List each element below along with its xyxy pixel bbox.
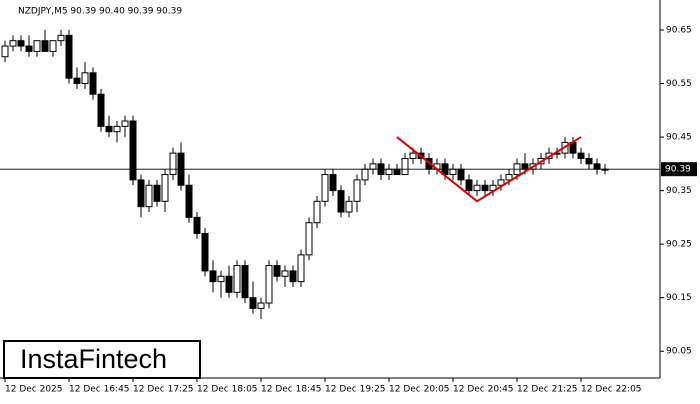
candle-body bbox=[225, 275, 233, 293]
logo: InstaFintech bbox=[20, 344, 167, 374]
candle-body bbox=[1, 45, 9, 58]
candle-body bbox=[161, 174, 169, 202]
candle-body bbox=[369, 163, 377, 170]
candle-body bbox=[49, 40, 57, 52]
candle-body bbox=[17, 40, 25, 47]
x-tick-label: 12 Dec 20:05 bbox=[389, 385, 450, 395]
candle-body bbox=[585, 157, 593, 165]
candle-body bbox=[185, 184, 193, 218]
candle-body bbox=[241, 265, 249, 299]
candle-body bbox=[593, 163, 601, 170]
candle-body bbox=[449, 168, 457, 176]
x-tick-label: 12 Dec 16:45 bbox=[69, 385, 130, 395]
candle-body bbox=[153, 184, 161, 202]
candle-body bbox=[121, 120, 129, 127]
x-tick-label: 12 Dec 18:45 bbox=[261, 385, 322, 395]
candle-body bbox=[353, 179, 361, 202]
x-tick-label: 12 Dec 19:25 bbox=[325, 385, 386, 395]
candle-body bbox=[209, 270, 217, 283]
x-tick-label: 12 Dec 20:45 bbox=[453, 385, 514, 395]
candle-body bbox=[257, 302, 265, 309]
candle-body bbox=[345, 200, 353, 213]
candle-body bbox=[233, 265, 241, 293]
y-tick-label: 90.05 bbox=[666, 347, 692, 357]
x-tick-label: 12 Dec 18:05 bbox=[197, 385, 258, 395]
candle-body bbox=[361, 168, 369, 181]
candle-body bbox=[321, 174, 329, 202]
candle-body bbox=[465, 179, 473, 192]
candle-body bbox=[505, 174, 513, 181]
candle-body bbox=[41, 40, 49, 52]
candle-body bbox=[457, 168, 465, 181]
candle-body bbox=[473, 184, 481, 192]
candle-body bbox=[169, 152, 177, 176]
x-tick-label: 12 Dec 2025 bbox=[5, 385, 63, 395]
plot bbox=[1, 29, 609, 320]
last-price-label: 90.39 bbox=[665, 165, 691, 175]
candle-body bbox=[137, 179, 145, 208]
candle-body bbox=[201, 232, 209, 272]
candle-body bbox=[249, 297, 257, 309]
y-tick-label: 90.55 bbox=[666, 79, 692, 89]
candle-body bbox=[521, 163, 529, 170]
candle-body bbox=[33, 40, 41, 52]
x-tick-label: 12 Dec 22:05 bbox=[581, 385, 642, 395]
candle-body bbox=[273, 265, 281, 277]
x-tick-label: 12 Dec 21:25 bbox=[517, 385, 578, 395]
candle-body bbox=[289, 270, 297, 283]
candle-body bbox=[497, 179, 505, 186]
candle-body bbox=[281, 270, 289, 277]
candle-body bbox=[73, 77, 81, 85]
candle-body bbox=[265, 265, 273, 304]
y-tick-label: 90.25 bbox=[666, 240, 692, 250]
candle-body bbox=[481, 184, 489, 192]
candle-body bbox=[65, 34, 73, 79]
candle-body bbox=[305, 222, 313, 256]
candle-body bbox=[337, 190, 345, 213]
candle-body bbox=[105, 125, 113, 133]
last-price-box bbox=[661, 162, 697, 177]
candle-body bbox=[217, 275, 225, 283]
candle-body bbox=[193, 216, 201, 234]
candle-body bbox=[9, 40, 17, 47]
candle-body bbox=[329, 174, 337, 192]
candle-body bbox=[81, 72, 89, 85]
y-tick-label: 90.35 bbox=[666, 186, 692, 196]
candle-body bbox=[113, 125, 121, 133]
y-tick-label: 90.65 bbox=[666, 25, 692, 35]
candle-body bbox=[577, 152, 585, 159]
candle-body bbox=[97, 93, 105, 127]
candle-body bbox=[145, 184, 153, 208]
candle-body bbox=[25, 45, 33, 52]
candle-body bbox=[89, 72, 97, 95]
logo-box bbox=[3, 340, 201, 379]
candle-body bbox=[313, 200, 321, 224]
candle-body bbox=[297, 254, 305, 283]
candle-body bbox=[129, 120, 137, 181]
chart-title: NZDJPY,M5 90.39 90.40 90.39 90.39 bbox=[18, 7, 182, 17]
candle-body bbox=[393, 168, 401, 176]
x-tick-label: 12 Dec 17:25 bbox=[133, 385, 194, 395]
y-tick-label: 90.45 bbox=[666, 133, 692, 143]
candle-body bbox=[57, 34, 65, 42]
candle-body bbox=[385, 168, 393, 176]
y-tick-label: 90.15 bbox=[666, 293, 692, 303]
pattern-line bbox=[396, 136, 582, 203]
candle-body bbox=[409, 152, 417, 159]
candle-body bbox=[401, 157, 409, 176]
